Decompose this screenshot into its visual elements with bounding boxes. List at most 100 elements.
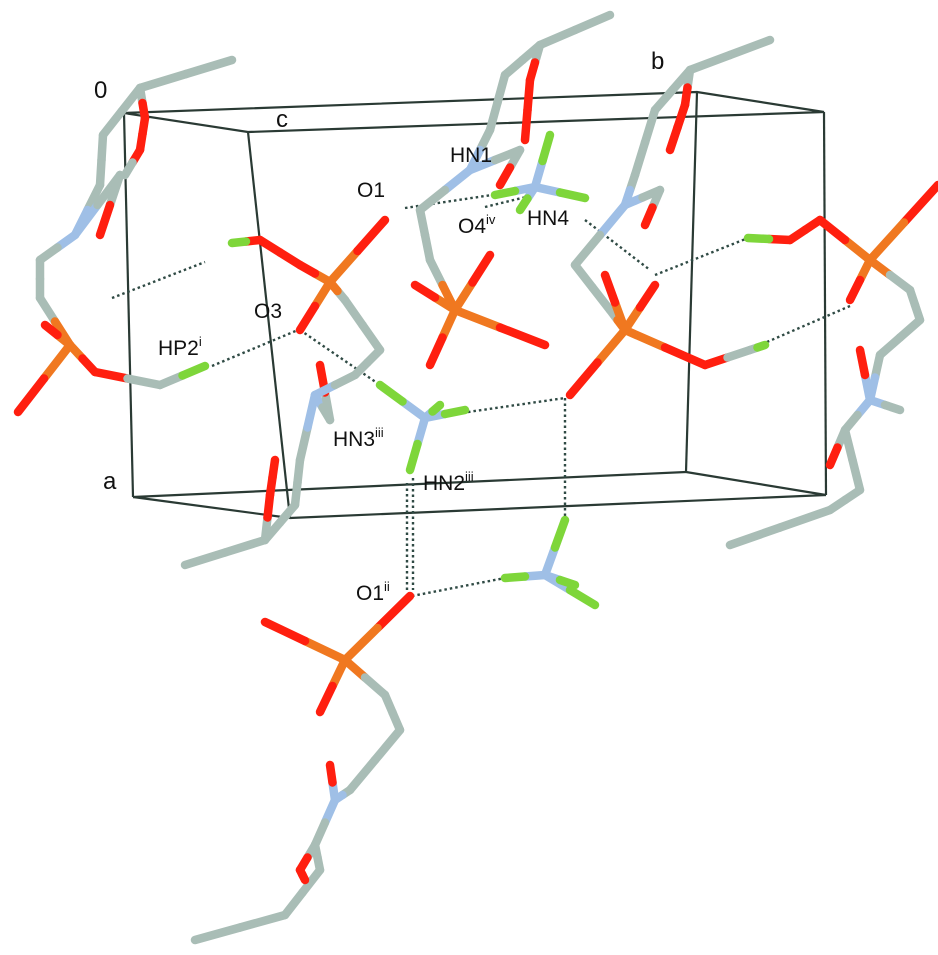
bond-stick	[855, 345, 870, 380]
bond-stick	[260, 617, 310, 646]
hbond	[759, 304, 851, 347]
bond-stick	[135, 69, 191, 93]
bond-stick	[570, 10, 615, 35]
bond-stick	[630, 138, 650, 180]
bond-stick	[375, 380, 407, 406]
bond-stick	[40, 320, 62, 340]
bond-stick	[660, 343, 710, 370]
bond-stick	[640, 105, 660, 147]
bond-stick	[35, 293, 60, 326]
bond-stick	[555, 188, 590, 203]
cell-edge-c	[246, 131, 292, 519]
bond-stick	[178, 361, 210, 380]
bond-stick	[550, 515, 570, 552]
bond-stick	[180, 548, 230, 570]
bond-stick	[280, 888, 307, 920]
bond-stick	[495, 323, 550, 350]
bond-stick	[825, 443, 842, 470]
bond-stick	[340, 295, 367, 330]
bond-stick	[620, 303, 645, 335]
hydrogen-bonds	[111, 191, 851, 598]
bond-stick	[440, 165, 475, 195]
bond-stick	[650, 85, 677, 115]
bond-stick	[570, 230, 605, 270]
bond-stick	[325, 246, 362, 287]
bond-stick	[500, 572, 530, 583]
bond-stick	[320, 388, 335, 425]
bond-stick	[725, 35, 775, 60]
cell-edge	[289, 493, 827, 520]
bond-stick	[895, 315, 925, 342]
bond-stick	[325, 760, 337, 787]
bond-stick	[865, 218, 909, 265]
bond-stick	[565, 358, 602, 400]
bond-stick	[190, 923, 245, 945]
bond-stick	[295, 423, 312, 465]
bond-stick	[840, 235, 875, 265]
bond-stick	[415, 185, 450, 215]
bond-stick	[570, 260, 597, 292]
bond-stick	[743, 233, 774, 244]
bond-stick	[328, 655, 350, 691]
atom-label: O1ii	[356, 579, 390, 605]
bond-stick	[468, 250, 495, 287]
bond-stick	[530, 156, 547, 192]
bond-stick	[425, 333, 447, 370]
bond-stick	[515, 194, 532, 215]
bond-stick	[220, 535, 270, 557]
bond-stick	[105, 170, 125, 210]
bond-stick	[640, 203, 657, 230]
atom-label: HN4	[527, 207, 569, 230]
bond-stick	[775, 505, 835, 532]
atom-label: HN2iii	[423, 469, 474, 495]
bond-stick	[753, 340, 770, 352]
bond-stick	[83, 180, 105, 215]
axis-label-a: a	[103, 468, 117, 495]
bond-stick	[493, 70, 510, 107]
bond-stick	[70, 200, 102, 240]
bond-stick	[540, 543, 560, 580]
bond-stick	[538, 130, 555, 166]
bond-stick	[600, 270, 620, 307]
molecule-sticks	[13, 10, 938, 945]
bond-stick	[405, 439, 422, 475]
bond-stick	[413, 413, 430, 449]
hbond	[111, 260, 206, 300]
bond-stick	[450, 305, 505, 332]
bond-stick	[440, 405, 470, 419]
bond-stick	[39, 340, 75, 383]
atom-labels: O1 HN1 O4iv HN4 O3 HP2i HN3iii HN2iii O1…	[158, 144, 569, 605]
bond-stick	[298, 870, 310, 885]
axis-label-c: c	[276, 106, 288, 133]
bond-stick	[485, 98, 502, 135]
bond-stick	[840, 425, 857, 465]
bond-stick	[13, 374, 49, 417]
bond-stick	[298, 865, 325, 897]
bond-stick	[227, 237, 251, 248]
bond-stick	[295, 301, 320, 335]
axis-labels: 0 c b a	[94, 48, 664, 495]
bond-stick	[530, 182, 565, 197]
bond-stick	[300, 636, 350, 665]
bond-stick	[95, 200, 115, 240]
bond-stick	[425, 255, 447, 290]
bond-stick	[181, 55, 237, 79]
bond-stick	[410, 280, 440, 302]
bond-stick	[588, 283, 615, 315]
bond-stick	[565, 585, 600, 610]
atom-label: O4iv	[458, 212, 496, 238]
bond-stick	[520, 105, 532, 145]
bond-stick	[450, 278, 477, 315]
cell-back-face	[123, 90, 825, 134]
bond-stick	[373, 591, 415, 633]
bond-stick	[428, 400, 445, 416]
cell-edge	[685, 470, 827, 497]
bond-stick	[370, 725, 405, 765]
bond-stick	[635, 280, 660, 312]
bond-stick	[123, 374, 165, 390]
bond-stick	[595, 200, 630, 240]
bond-stick	[438, 305, 460, 342]
bond-stick	[340, 655, 370, 682]
bond-stick	[358, 320, 385, 355]
